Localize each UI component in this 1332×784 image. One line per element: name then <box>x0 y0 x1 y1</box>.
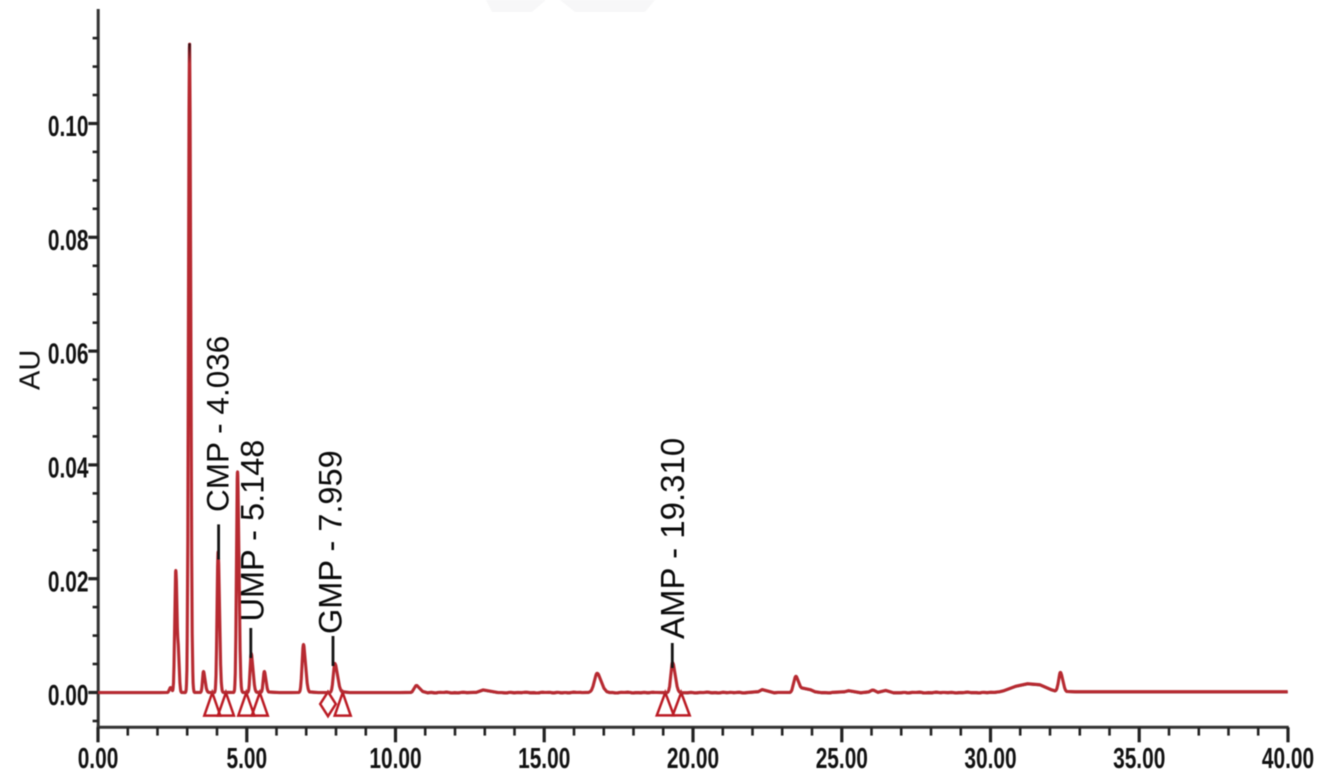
svg-text:15.00: 15.00 <box>518 743 570 775</box>
svg-text:25.00: 25.00 <box>816 743 868 775</box>
svg-text:0.10: 0.10 <box>48 111 89 143</box>
svg-text:0.04: 0.04 <box>48 452 89 484</box>
svg-text:CMP - 4.036: CMP - 4.036 <box>200 336 236 512</box>
svg-text:AMP - 19.310: AMP - 19.310 <box>654 438 691 639</box>
svg-text:20.00: 20.00 <box>667 743 719 775</box>
svg-text:30.00: 30.00 <box>964 743 1016 775</box>
svg-text:0.00: 0.00 <box>48 680 89 712</box>
svg-text:0.06: 0.06 <box>48 338 89 370</box>
svg-text:0.00: 0.00 <box>78 743 119 775</box>
svg-text:40.00: 40.00 <box>1262 743 1314 775</box>
svg-text:10.00: 10.00 <box>369 743 421 775</box>
svg-text:5.00: 5.00 <box>226 743 267 775</box>
svg-text:35.00: 35.00 <box>1113 743 1165 775</box>
svg-text:0.02: 0.02 <box>48 566 89 598</box>
svg-text:0.08: 0.08 <box>48 225 89 257</box>
svg-text:AU: AU <box>15 350 47 390</box>
svg-text:GMP - 7.959: GMP - 7.959 <box>312 450 348 634</box>
